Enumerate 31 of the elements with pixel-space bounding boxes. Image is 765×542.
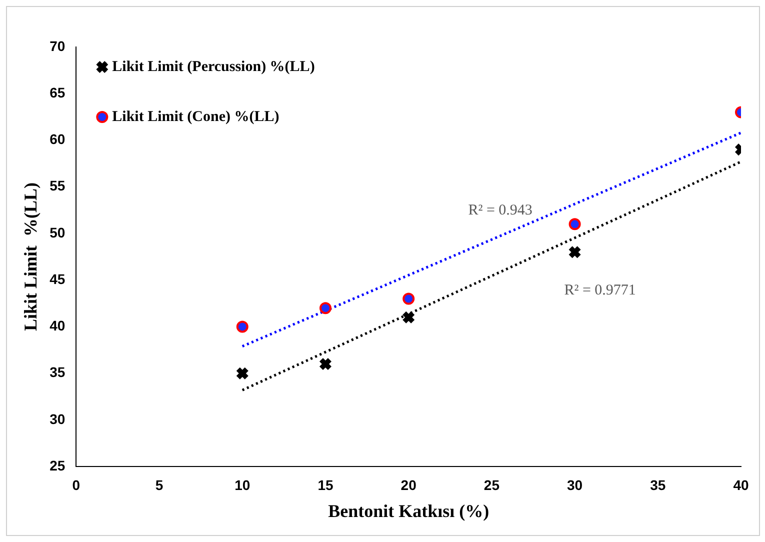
x-tick-label: 30 [567, 476, 583, 493]
point [318, 357, 332, 371]
y-tick-label: 35 [50, 364, 66, 380]
x-tick-label: 5 [155, 476, 164, 493]
y-tick-label: 50 [50, 224, 66, 240]
x-tick-label: 0 [72, 476, 80, 493]
y-tick-label: 30 [50, 410, 66, 427]
point [236, 320, 248, 333]
y-tick-label: 45 [50, 270, 66, 287]
annotation: R² = 0.943 [468, 202, 532, 219]
y-tick-label: 70 [50, 38, 66, 54]
point [236, 366, 250, 380]
x-tick-label: 35 [650, 476, 666, 493]
legend-label: Likit Limit (Cone) %(LL) [112, 108, 280, 125]
y-tick-label: 65 [50, 84, 66, 100]
y-tick-label: 60 [50, 131, 66, 148]
x-tick-label: 20 [400, 476, 417, 493]
x-tick-label: 25 [484, 476, 500, 493]
x-tick-label: 10 [234, 476, 250, 493]
point [402, 292, 415, 305]
y-tick-label: 40 [50, 318, 66, 334]
y-tick-label: 55 [50, 178, 66, 194]
x-tick-label: 15 [318, 476, 334, 493]
legend-label: Likit Limit (Percussion) %(LL) [112, 58, 315, 75]
x-tick-label: 40 [733, 476, 749, 493]
point [319, 302, 332, 314]
y-axis-title: Likit Limit %(LL) [20, 182, 40, 332]
point [402, 310, 416, 324]
annotation: R² = 0.9771 [564, 282, 636, 298]
x-axis-title: Bentonit Katkısı (%) [328, 500, 490, 521]
y-tick-label: 25 [50, 457, 66, 474]
